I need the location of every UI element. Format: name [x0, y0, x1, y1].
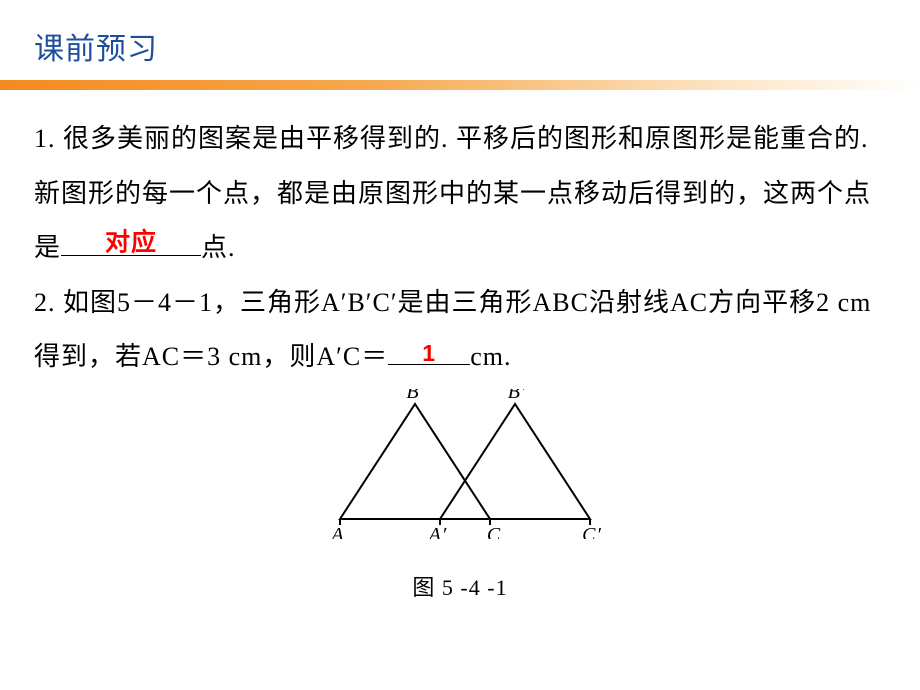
q1-answer: 对应: [105, 217, 157, 270]
svg-text:A′: A′: [427, 524, 448, 539]
triangles-diagram: B B′ A A′ C C′: [310, 389, 610, 539]
figure: B B′ A A′ C C′: [310, 389, 610, 559]
q2-text-b: cm.: [470, 342, 511, 371]
svg-text:A: A: [329, 524, 344, 539]
question-2: 2. 如图5－4－1，三角形A′B′C′是由三角形ABC沿射线AC方向平移2 c…: [34, 276, 886, 385]
svg-text:B: B: [406, 389, 419, 403]
svg-text:C: C: [487, 524, 501, 539]
q1-text-b: 点.: [201, 233, 236, 262]
figure-wrap: B B′ A A′ C C′ 图 5 -4 -1: [34, 389, 886, 611]
svg-text:B′: B′: [508, 389, 527, 403]
figure-caption: 图 5 -4 -1: [34, 565, 886, 611]
q2-answer: 1: [422, 329, 436, 377]
content-area: 1. 很多美丽的图案是由平移得到的. 平移后的图形和原图形是能重合的.新图形的每…: [0, 112, 920, 611]
heading-divider: [0, 80, 920, 90]
section-heading: 课前预习: [0, 0, 920, 80]
q1-blank: 对应: [61, 221, 201, 276]
question-1: 1. 很多美丽的图案是由平移得到的. 平移后的图形和原图形是能重合的.新图形的每…: [34, 112, 886, 276]
svg-text:C′: C′: [582, 524, 602, 539]
q2-blank: 1: [388, 330, 470, 385]
